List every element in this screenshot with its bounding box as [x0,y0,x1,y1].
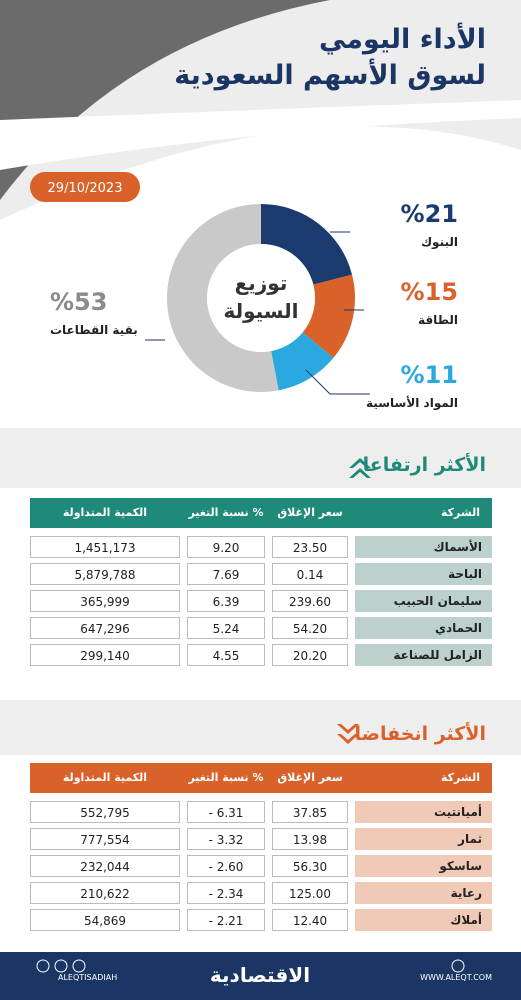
category-label: الطاقة [418,313,458,327]
table-cell: 54.20 [272,617,348,639]
category-label: بقية القطاعات [50,323,138,337]
column-header: نسبة التغير % [188,771,264,784]
table-cell: ثمار [355,828,492,850]
value-label: %53 [50,288,107,316]
column-header: نسبة التغير % [188,506,264,519]
table-cell: 56.30 [272,855,348,877]
title-line1: الأداء اليومي [319,22,486,55]
gainers-header [30,498,492,528]
table-cell: ساسكو [355,855,492,877]
table-cell: 5,879,788 [30,563,180,585]
table-cell: 125.00 [272,882,348,904]
table-cell: 239.60 [272,590,348,612]
table-cell: 37.85 [272,801,348,823]
table-cell: 232,044 [30,855,180,877]
table-cell: - 2.21 [187,909,265,931]
table-cell: أملاك [355,909,492,931]
category-label: البنوك [421,235,458,250]
category-label: المواد الأساسية [366,395,458,411]
table-cell: 0.14 [272,563,348,585]
gainers-title: الأكثر ارتفاعا [363,453,486,476]
web-icon [451,959,465,973]
table-cell: - 3.32 [187,828,265,850]
table-cell: أميانتيت [355,801,492,823]
column-header: الكمية المتداولة [62,771,148,784]
table-cell: 210,622 [30,882,180,904]
table-cell: 1,451,173 [30,536,180,558]
table-cell: 5.24 [187,617,265,639]
table-cell: 13.98 [272,828,348,850]
footer-site: WWW.ALEQT.COM [420,973,492,982]
table-cell: 299,140 [30,644,180,666]
table-cell: 552,795 [30,801,180,823]
footer-band [0,952,521,1000]
column-header: سعر الإغلاق [277,771,343,784]
table-cell: 12.40 [272,909,348,931]
table-cell: 365,999 [30,590,180,612]
table-cell: 23.50 [272,536,348,558]
footer-brand: الاقتصادية [210,963,310,987]
social-icon [72,959,86,973]
table-cell: - 2.34 [187,882,265,904]
table-cell: - 6.31 [187,801,265,823]
table-cell: 20.20 [272,644,348,666]
table-cell: 54,869 [30,909,180,931]
table-cell: رعاية [355,882,492,904]
gainers-band [0,428,521,488]
table-cell: سليمان الحبيب [355,590,492,612]
up-icon [349,458,371,468]
title-line2: لسوق الأسهم السعودية [174,58,486,91]
value-label: %21 [401,200,458,228]
losers-header [30,763,492,793]
table-cell: 4.55 [187,644,265,666]
column-header: سعر الإغلاق [277,506,343,519]
table-cell: الباحة [355,563,492,585]
table-cell: - 2.60 [187,855,265,877]
losers-band [0,700,521,755]
donut-center-label: السيولة [223,299,298,323]
table-cell: الحمادي [355,617,492,639]
value-label: %11 [401,361,458,389]
footer-handle: ALEQTISADIAH [58,973,117,982]
value-label: %15 [401,278,458,306]
donut-segment [166,204,279,393]
down-icon [337,724,359,734]
column-header: الشركة [440,506,480,519]
table-cell: 9.20 [187,536,265,558]
donut-chart: توزيع السيولة %21 البنوك %15 الطاقة %11 المواد … [50,200,458,411]
column-header: الشركة [440,771,480,784]
up-icon [349,468,371,478]
donut-center-label: توزيع [235,271,288,295]
losers-title: الأكثر انخفاضا [354,722,486,745]
table-cell: 777,554 [30,828,180,850]
swoosh-highlight [0,100,521,170]
dark-swoosh [0,0,330,200]
donut-hole [207,244,315,352]
donut-segment [302,274,355,358]
down-icon [337,734,359,744]
date-pill [30,172,140,202]
social-icon [54,959,68,973]
date: 29/10/2023 [48,181,123,196]
leader-line [305,369,370,395]
table-cell: الزامل للصناعة [355,644,492,666]
table-cell: 647,296 [30,617,180,639]
column-header: الكمية المتداولة [62,506,148,519]
social-icon [36,959,50,973]
donut-segment [261,204,353,285]
table-cell: 6.39 [187,590,265,612]
table-cell: الأسماك [355,536,492,558]
donut-segment [271,332,334,391]
table-cell: 7.69 [187,563,265,585]
